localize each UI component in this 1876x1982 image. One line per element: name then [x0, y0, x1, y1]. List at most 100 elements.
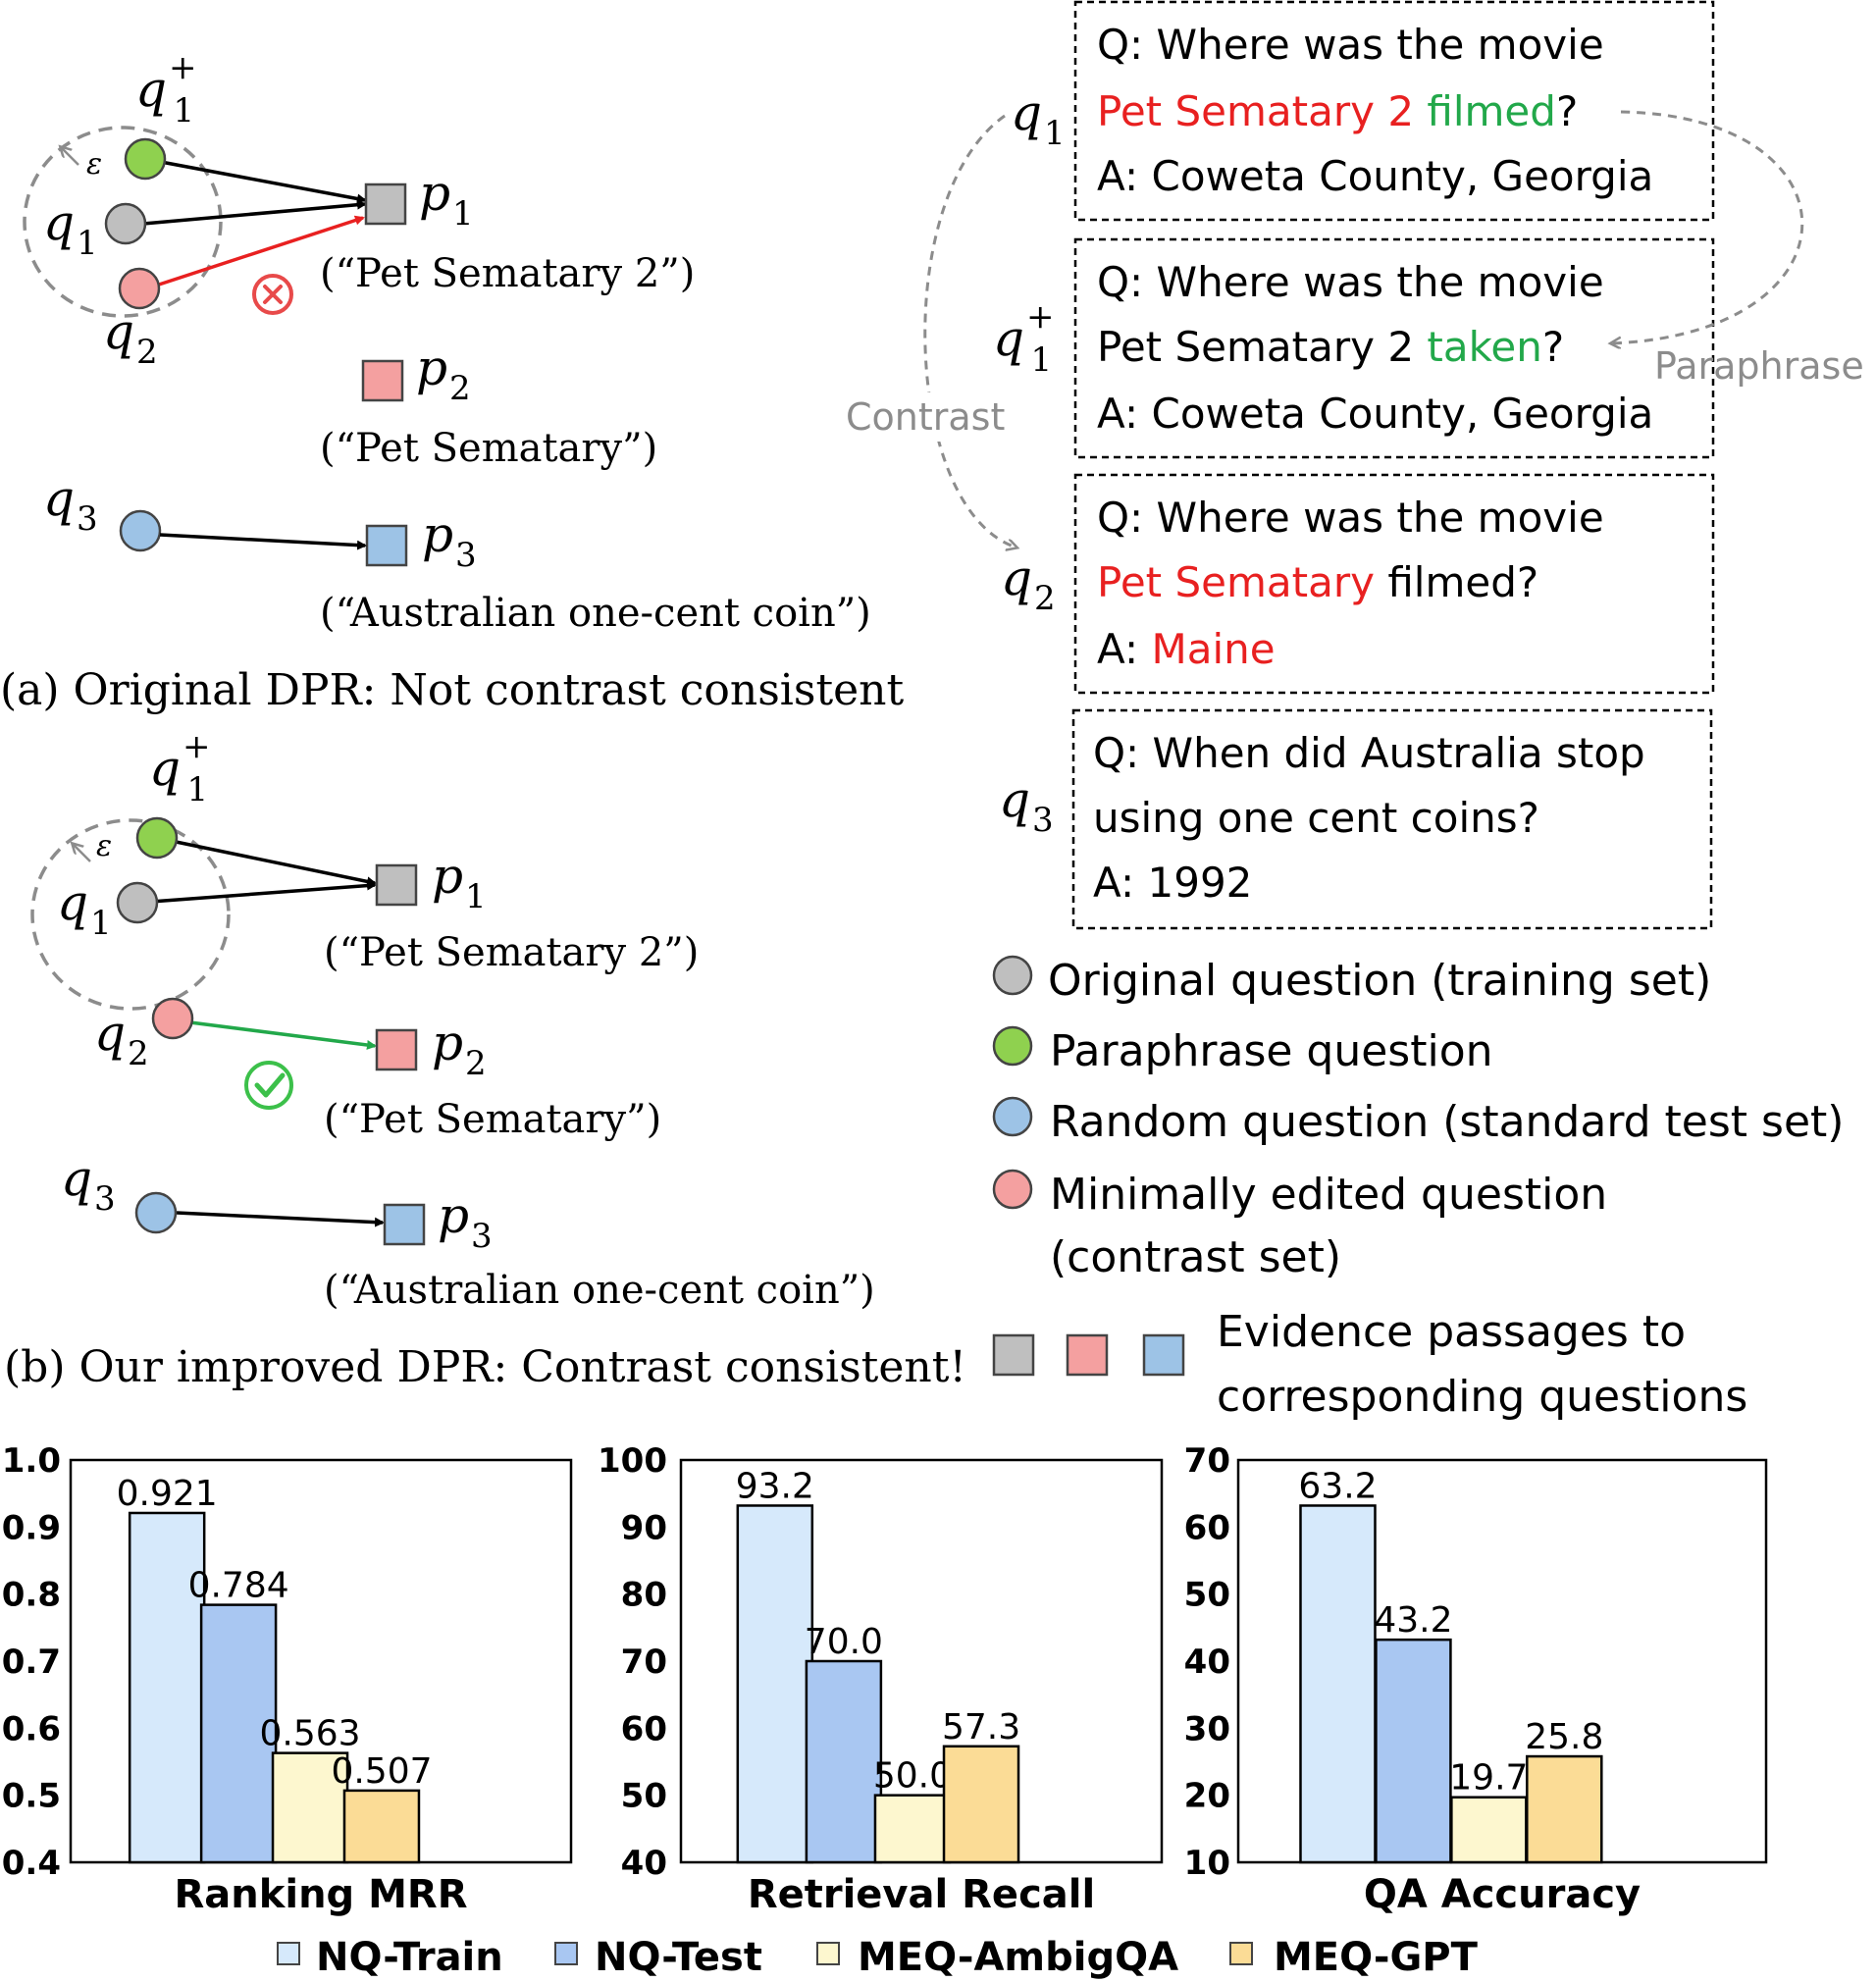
p1-caption: (“Pet Sematary 2”)	[324, 930, 699, 975]
qa2-question-line1: Q: Where was the movie	[1097, 258, 1604, 306]
passage-p1	[364, 183, 407, 226]
legend-paraphrase: Paraphrase question	[1050, 1026, 1493, 1076]
node-q1	[104, 202, 147, 245]
qa4-question-line2: using one cent coins?	[1093, 794, 1539, 842]
y-tick-label: 1.0	[2, 1441, 61, 1481]
node-q1plus	[135, 816, 179, 860]
qa3-question-line1: Q: Where was the movie	[1097, 494, 1604, 542]
y-tick-label: 60	[621, 1709, 667, 1748]
qa-examples: q1 q+ 1 q2 q3 Q: Where was the movie Pet …	[846, 0, 1864, 930]
node-q3	[119, 509, 162, 552]
passage-p2	[375, 1028, 418, 1071]
bar-meq-gpt	[342, 1789, 421, 1864]
epsilon-arrow	[73, 844, 91, 862]
epsilon-label: ε	[86, 147, 102, 182]
label-p1: p1	[419, 165, 474, 234]
chart-1: 40 50 60 70 80 90 100 93.2 70.0 50.0 57.3 Retrieval…	[598, 1441, 1164, 1917]
qa-box-q1	[1073, 0, 1715, 222]
legend-original: Original question (training set)	[1048, 956, 1711, 1006]
chart-0: 0.4 0.5 0.6 0.7 0.8 0.9 1.0 0.921 0.784 0.5630.50…	[2, 1441, 573, 1917]
qa1-question-line2: Pet Sematary 2 filmed?	[1097, 87, 1578, 135]
bar-meq-gpt	[1526, 1754, 1603, 1864]
label-q3: q3	[43, 470, 98, 539]
qa4-question-line1: Q: When did Australia stop	[1093, 729, 1645, 777]
bar-meq-ambigqa	[271, 1751, 349, 1864]
label-p1: p1	[432, 848, 487, 916]
panel-b: ε q+ 1 q1 q2 q3 p1 p2 p3 (“Pet Sematary 2…	[4, 727, 966, 1392]
epsilon-label: ε	[96, 829, 112, 863]
y-tick-label: 0.8	[2, 1576, 61, 1615]
y-tick-label: 90	[621, 1508, 667, 1547]
qa-label-q3: q3	[999, 771, 1054, 840]
qa-box-q1plus	[1073, 237, 1715, 459]
qa-label-q1: q1	[1011, 84, 1066, 153]
edge-q3-p3	[159, 533, 367, 550]
legend-gray-circle	[992, 955, 1033, 996]
y-tick-label: 40	[621, 1844, 667, 1883]
p1-caption: (“Pet Sematary 2”)	[320, 251, 695, 296]
label-q1: q1	[43, 194, 98, 263]
bar-value-label: 43.2	[1374, 1600, 1452, 1641]
legend-minimal-1: Minimally edited question	[1050, 1170, 1607, 1220]
chart-legend-swatch-nq-test	[554, 1942, 578, 1965]
qa-label-q1plus: q+ 1	[993, 297, 1055, 380]
chart-2: 10 20 30 40 50 60 70 63.2 43.2 19.725.8 QA Accurac…	[1184, 1441, 1768, 1917]
label-q2: q2	[94, 1005, 149, 1073]
y-tick-label: 10	[1184, 1844, 1230, 1883]
y-tick-label: 80	[621, 1576, 667, 1615]
legend-evidence-1: Evidence passages to	[1217, 1307, 1686, 1357]
label-q1plus: q+ 1	[135, 48, 197, 130]
y-tick-label: 50	[621, 1777, 667, 1816]
contrast-arrow	[923, 114, 1016, 548]
bar-value-label: 0.784	[188, 1566, 289, 1606]
label-p3: p3	[438, 1187, 493, 1256]
paraphrase-label: Paraphrase	[1654, 344, 1864, 388]
bar-value-label: 0.507	[331, 1751, 432, 1792]
bar-charts: 0.4 0.5 0.6 0.7 0.8 0.9 1.0 0.921 0.784 0.5630.50…	[2, 1441, 1768, 1917]
bar-value-label: 93.2	[736, 1466, 814, 1506]
bar-value-label: 57.3	[942, 1707, 1020, 1747]
p2-caption: (“Pet Sematary”)	[324, 1097, 661, 1142]
label-q2: q2	[103, 303, 158, 372]
y-tick-label: 0.5	[2, 1777, 61, 1816]
contrast-label: Contrast	[846, 395, 1005, 439]
legend-blue-square	[1142, 1333, 1185, 1377]
chart-legend-swatch-nq-train	[277, 1942, 300, 1965]
bar-value-label: 63.2	[1298, 1466, 1377, 1506]
qa-label-q2: q2	[1001, 549, 1056, 618]
qa1-answer: A: Coweta County, Georgia	[1097, 152, 1653, 200]
legend-random: Random question (standard test set)	[1050, 1097, 1844, 1147]
label-p2: p2	[416, 339, 471, 408]
y-tick-label: 0.7	[2, 1643, 61, 1682]
label-q1plus: q+ 1	[149, 727, 211, 809]
legend-gray-square	[992, 1333, 1035, 1377]
node-q1plus	[124, 137, 167, 181]
paraphrase-arrow	[1611, 110, 1804, 343]
y-tick-label: 0.6	[2, 1709, 61, 1748]
chart-legend-swatch-meq-ambigqa	[816, 1942, 840, 1965]
bar-value-label: 0.563	[260, 1714, 361, 1754]
edge-q1plus-p1	[156, 836, 377, 887]
bar-nq-test	[1375, 1638, 1452, 1864]
legend-blue-circle	[992, 1096, 1033, 1137]
node-q2	[118, 267, 161, 310]
label-p3: p3	[422, 506, 477, 575]
check-icon	[244, 1061, 293, 1110]
x-axis-label: Ranking MRR	[174, 1872, 467, 1917]
epsilon-arrow	[61, 147, 79, 166]
y-tick-label: 70	[1184, 1441, 1230, 1481]
y-tick-label: 40	[1184, 1643, 1230, 1682]
qa2-answer: A: Coweta County, Georgia	[1097, 390, 1653, 438]
wrong-icon	[252, 274, 293, 315]
panel-a-caption: (a) Original DPR: Not contrast consisten…	[0, 665, 905, 715]
edge-q3-p3	[176, 1211, 385, 1227]
legend-pink-square	[1066, 1333, 1109, 1377]
qa-box-q2	[1073, 473, 1715, 695]
label-p2: p2	[432, 1015, 487, 1083]
y-tick-label: 100	[598, 1441, 667, 1481]
bar-meq-ambigqa	[873, 1794, 952, 1864]
qa3-question-line2: Pet Sematary filmed?	[1097, 558, 1538, 606]
bar-value-label: 25.8	[1525, 1717, 1603, 1757]
passage-p3	[365, 524, 408, 567]
